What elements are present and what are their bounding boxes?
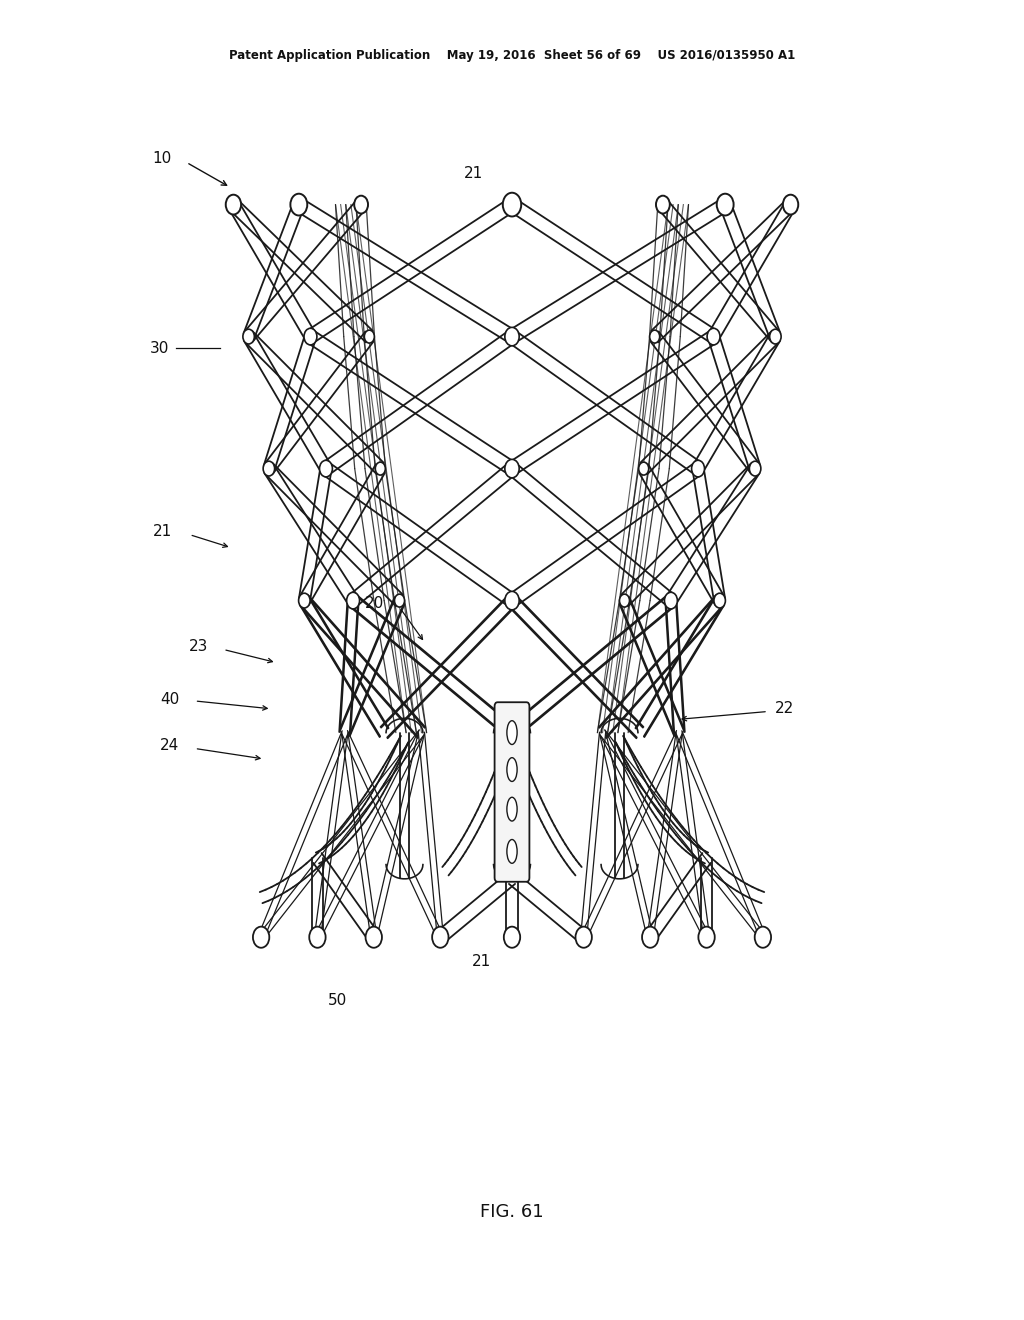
- Circle shape: [620, 594, 630, 607]
- Circle shape: [505, 327, 519, 346]
- FancyBboxPatch shape: [495, 702, 529, 882]
- Ellipse shape: [507, 797, 517, 821]
- Text: Patent Application Publication    May 19, 2016  Sheet 56 of 69    US 2016/013595: Patent Application Publication May 19, 2…: [229, 49, 795, 62]
- Circle shape: [354, 195, 368, 214]
- Circle shape: [299, 593, 310, 609]
- Circle shape: [243, 329, 254, 345]
- Circle shape: [432, 927, 449, 948]
- Ellipse shape: [507, 721, 517, 744]
- Text: 10: 10: [153, 150, 172, 166]
- Circle shape: [225, 195, 241, 215]
- Circle shape: [394, 594, 404, 607]
- Circle shape: [376, 462, 385, 475]
- Text: 20: 20: [365, 595, 384, 611]
- Circle shape: [649, 330, 659, 343]
- Circle shape: [642, 927, 658, 948]
- Circle shape: [770, 329, 781, 345]
- Text: 40: 40: [160, 692, 179, 708]
- Circle shape: [714, 593, 725, 609]
- Text: 24: 24: [160, 738, 179, 754]
- Circle shape: [755, 927, 771, 948]
- Circle shape: [717, 194, 733, 215]
- Circle shape: [750, 461, 761, 477]
- Text: 30: 30: [150, 341, 169, 356]
- Circle shape: [505, 459, 519, 478]
- Text: 21: 21: [464, 166, 482, 181]
- Circle shape: [656, 195, 670, 214]
- Text: 21: 21: [153, 524, 172, 540]
- Circle shape: [691, 461, 705, 477]
- Circle shape: [366, 927, 382, 948]
- Circle shape: [698, 927, 715, 948]
- Circle shape: [291, 194, 307, 215]
- Circle shape: [365, 330, 375, 343]
- Text: 21: 21: [472, 954, 490, 969]
- Circle shape: [309, 927, 326, 948]
- Circle shape: [304, 329, 316, 345]
- Circle shape: [665, 593, 677, 609]
- Circle shape: [575, 927, 592, 948]
- Circle shape: [639, 462, 648, 475]
- Circle shape: [505, 591, 519, 610]
- Circle shape: [708, 329, 720, 345]
- Circle shape: [263, 461, 274, 477]
- Ellipse shape: [507, 758, 517, 781]
- Circle shape: [253, 927, 269, 948]
- Circle shape: [319, 461, 333, 477]
- Text: 23: 23: [188, 639, 208, 655]
- Circle shape: [347, 593, 359, 609]
- Ellipse shape: [507, 840, 517, 863]
- Text: 50: 50: [329, 993, 347, 1007]
- Text: 22: 22: [775, 701, 795, 717]
- Circle shape: [503, 193, 521, 216]
- Circle shape: [504, 927, 520, 948]
- Text: FIG. 61: FIG. 61: [480, 1203, 544, 1221]
- Circle shape: [783, 195, 799, 215]
